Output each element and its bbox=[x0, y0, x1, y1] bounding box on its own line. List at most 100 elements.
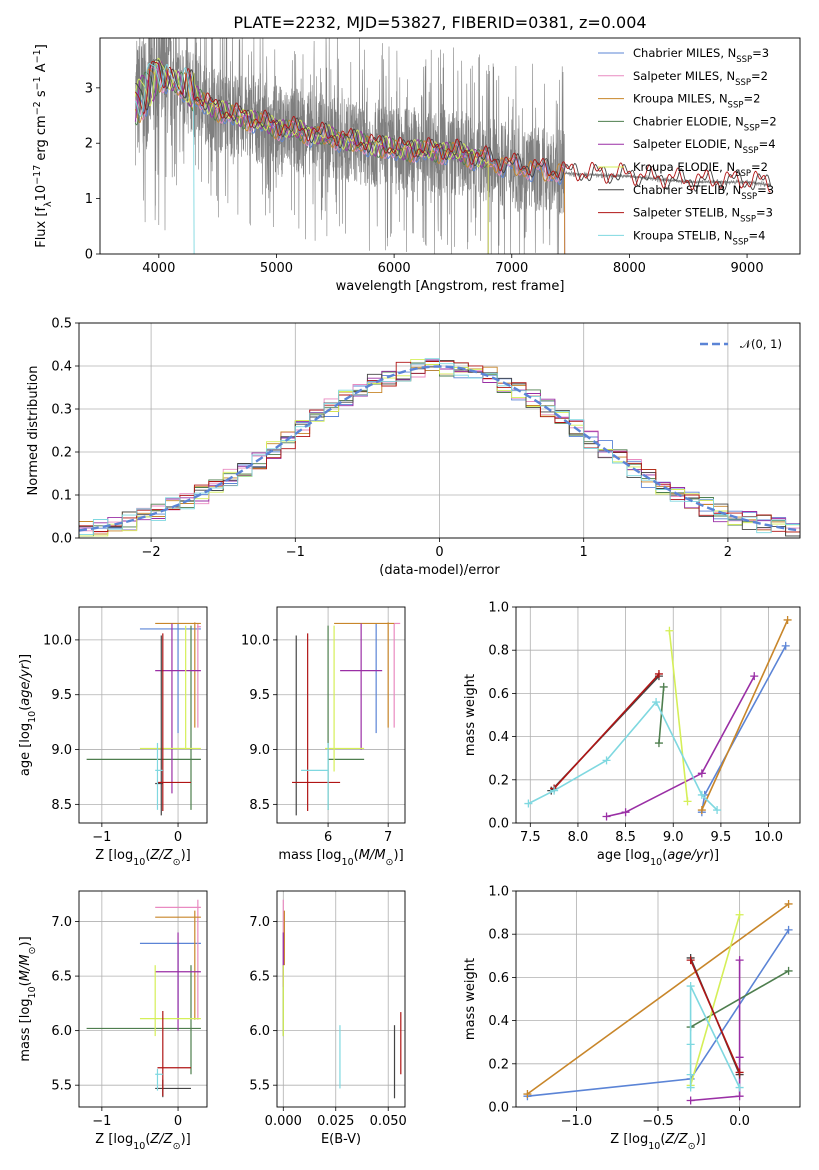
y-tick-label: 0.8 bbox=[488, 644, 509, 659]
age_vs_Z-axes: −1 0 8.5 9.0 9.5 10.0 bbox=[43, 607, 207, 845]
massweight_vs_Z-ylabel: mass weight bbox=[463, 958, 478, 1040]
y-tick-label: 6.0 bbox=[51, 1024, 72, 1039]
massweight_vs_age-xlabel: age [log10(age/yr)] bbox=[597, 848, 719, 868]
y-tick-label: 0.2 bbox=[51, 446, 72, 461]
x-tick-label: −1 bbox=[92, 1114, 111, 1129]
y-tick-label: 5.5 bbox=[51, 1079, 72, 1094]
x-tick-label: 0.025 bbox=[317, 1114, 354, 1129]
y-tick-label: 9.0 bbox=[249, 743, 270, 758]
y-tick-label: 0.0 bbox=[488, 1101, 509, 1116]
marker-kroupa_stelib bbox=[686, 1040, 695, 1049]
y-tick-label: 8.5 bbox=[51, 798, 72, 813]
y-tick-label: 1 bbox=[85, 192, 93, 207]
mass_vs_Z-xlabel: Z [log10(Z/Z⊙)] bbox=[95, 1132, 190, 1152]
massweight_vs_age-ylabel: mass weight bbox=[463, 674, 478, 756]
marker-salpeter_elodie bbox=[602, 812, 611, 821]
age_vs_Z-ylabel: age [log10(age/yr)] bbox=[18, 654, 38, 776]
y-tick-label: 0.3 bbox=[51, 403, 72, 418]
age_vs_Z-plot bbox=[86, 622, 201, 816]
marker-salpeter_stelib bbox=[654, 669, 663, 678]
x-tick-label: 7000 bbox=[495, 261, 528, 276]
mass_vs_Z-plot bbox=[86, 899, 201, 1098]
spectrum-plot bbox=[134, 38, 772, 254]
y-tick-label: 2 bbox=[85, 137, 93, 152]
x-tick-label: −2 bbox=[142, 545, 161, 560]
y-tick-label: 10.0 bbox=[43, 633, 72, 648]
x-tick-label: −1 bbox=[92, 830, 111, 845]
x-tick-label: 7 bbox=[384, 830, 392, 845]
y-tick-label: 9.0 bbox=[51, 743, 72, 758]
x-tick-label: −1.0 bbox=[561, 1114, 593, 1129]
spectrum-ylabel: Flux [fλ10−17 erg cm−2 s−1 A−1] bbox=[32, 44, 54, 248]
y-tick-label: 0.4 bbox=[51, 360, 72, 375]
marker-kroupa_miles bbox=[523, 1090, 532, 1099]
legend-label-salpeter_stelib: Salpeter STELIB, NSSP=3 bbox=[633, 206, 773, 225]
marker-kroupa_stelib bbox=[735, 1083, 744, 1092]
series-kroupa_elodie bbox=[668, 630, 689, 802]
y-tick-label: 5.5 bbox=[249, 1079, 270, 1094]
figure-title: PLATE=2232, MJD=53827, FIBERID=0381, z=0… bbox=[233, 13, 646, 32]
legend-label-kroupa_stelib: Kroupa STELIB, NSSP=4 bbox=[633, 228, 765, 247]
y-tick-label: 0.6 bbox=[488, 971, 509, 986]
y-tick-label: 0.2 bbox=[488, 1057, 509, 1072]
massweight_vs_Z-axes: −1.0 −0.5 0.0 0.0 0.2 0.4 0.6 0.8 1.0 bbox=[488, 885, 800, 1129]
x-tick-label: 2 bbox=[724, 545, 732, 560]
y-tick-label: 0.6 bbox=[488, 687, 509, 702]
y-tick-label: 0.2 bbox=[488, 773, 509, 788]
x-tick-label: 0.050 bbox=[370, 1114, 407, 1129]
marker-kroupa_miles bbox=[783, 615, 792, 624]
residuals-plot bbox=[79, 358, 800, 537]
age_vs_mass-plot bbox=[292, 622, 401, 816]
y-tick-label: 6.5 bbox=[249, 970, 270, 985]
marker-kroupa_miles bbox=[784, 899, 793, 908]
age_vs_Z-xlabel: Z [log10(Z/Z⊙)] bbox=[95, 848, 190, 868]
y-tick-label: 0.8 bbox=[488, 928, 509, 943]
marker-salpeter_elodie bbox=[735, 1092, 744, 1101]
massweight_vs_age-frame bbox=[515, 606, 801, 824]
mass_vs_ebv-plot bbox=[282, 899, 402, 1099]
x-tick-label: 8.0 bbox=[568, 830, 589, 845]
massweight_vs_Z-frame bbox=[515, 890, 801, 1108]
y-tick-label: 3 bbox=[85, 81, 93, 96]
massweight_vs_Z-plot bbox=[523, 899, 793, 1105]
x-tick-label: 1 bbox=[580, 545, 588, 560]
y-tick-label: 0.0 bbox=[488, 817, 509, 832]
y-tick-label: 0.0 bbox=[51, 532, 72, 547]
age_vs_mass-xlabel: mass [log10(M/M⊙)] bbox=[278, 848, 403, 868]
y-tick-label: 1.0 bbox=[488, 601, 509, 616]
legend-label-normal: 𝒩(0, 1) bbox=[740, 337, 782, 351]
series-salpeter_elodie bbox=[690, 960, 741, 1102]
x-tick-label: 0 bbox=[435, 545, 443, 560]
marker-kroupa_elodie bbox=[665, 626, 674, 635]
series-salpeter_stelib bbox=[553, 673, 660, 789]
y-tick-label: 0.4 bbox=[488, 730, 509, 745]
x-tick-label: 0 bbox=[174, 1114, 182, 1129]
y-tick-label: 9.5 bbox=[51, 688, 72, 703]
residuals-frame bbox=[78, 322, 801, 539]
model-curve-kroupa_elodie bbox=[134, 57, 489, 254]
x-tick-label: 0.0 bbox=[729, 1114, 750, 1129]
marker-chabrier_elodie bbox=[659, 682, 668, 691]
x-tick-label: 9.5 bbox=[711, 830, 732, 845]
mass_vs_ebv-frame bbox=[276, 890, 406, 1108]
y-tick-label: 0 bbox=[85, 248, 93, 263]
residuals-ylabel: Normed distribution bbox=[26, 366, 41, 496]
marker-salpeter_stelib bbox=[735, 1068, 744, 1077]
marker-kroupa_miles bbox=[697, 806, 706, 815]
y-tick-label: 8.5 bbox=[249, 798, 270, 813]
marker-kroupa_stelib bbox=[697, 790, 706, 799]
spectrum-frame bbox=[99, 37, 801, 255]
mass_vs_Z-ylabel: mass [log10(M/M⊙)] bbox=[18, 936, 38, 1061]
x-tick-label: 10.0 bbox=[754, 830, 783, 845]
marker-salpeter_elodie bbox=[697, 769, 706, 778]
series-kroupa_stelib bbox=[528, 700, 718, 811]
series-salpeter_elodie bbox=[606, 675, 756, 818]
x-tick-label: 0 bbox=[174, 830, 182, 845]
marker-salpeter_elodie bbox=[735, 1053, 744, 1062]
mass_vs_ebv-axes: 0.000 0.025 0.050 5.5 6.0 6.5 7.0 bbox=[249, 891, 407, 1129]
y-tick-label: 6.5 bbox=[51, 970, 72, 985]
marker-kroupa_stelib bbox=[686, 1083, 695, 1092]
spectrum-xlabel: wavelength [Angstrom, rest frame] bbox=[336, 279, 565, 294]
x-tick-label: 0.000 bbox=[265, 1114, 302, 1129]
